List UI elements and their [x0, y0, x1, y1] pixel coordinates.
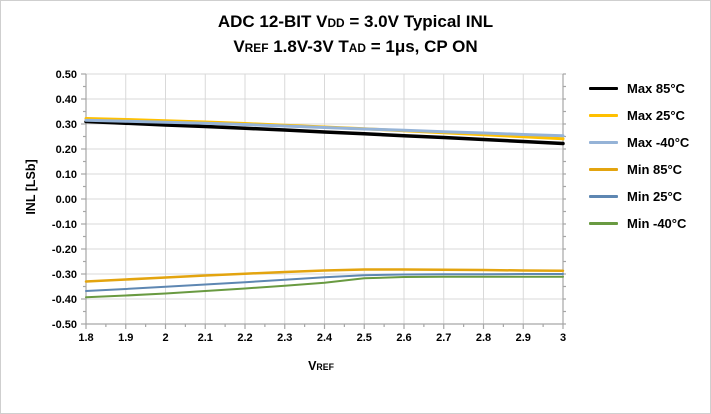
- y-tick-label: -0.50: [52, 319, 77, 331]
- y-tick-label: -0.20: [52, 244, 77, 256]
- x-tick-label: 2: [162, 332, 168, 344]
- x-tick-label: 2.9: [516, 332, 531, 344]
- legend-item: Min -40°C: [589, 215, 689, 232]
- legend-label: Min 85°C: [627, 162, 683, 177]
- legend-swatch: [589, 195, 618, 198]
- x-tick-label: 3: [560, 332, 566, 344]
- legend-swatch: [589, 222, 618, 225]
- chart-title-line1: ADC 12-BIT VDD = 3.0V Typical INL: [217, 12, 494, 31]
- y-tick-label: 0.40: [56, 94, 77, 106]
- legend-label: Min -40°C: [627, 216, 687, 231]
- y-axis-title: INL [LSb]: [24, 159, 38, 215]
- x-tick-label: 2.4: [317, 332, 333, 344]
- y-tick-label: 0.10: [56, 169, 77, 181]
- legend-label: Max 85°C: [627, 81, 685, 96]
- chart-title-line2: VREF 1.8V-3V TAD = 1μs, CP ON: [233, 37, 478, 56]
- legend-item: Max 25°C: [589, 107, 689, 124]
- x-tick-label: 1.9: [118, 332, 133, 344]
- legend-item: Max -40°C: [589, 134, 689, 151]
- series-line-4: [84, 268, 565, 283]
- x-tick-label: 2.1: [198, 332, 213, 344]
- y-tick-label: 0.30: [56, 119, 77, 131]
- y-tick-label: 0.20: [56, 144, 77, 156]
- chart-title: ADC 12-BIT VDD = 3.0V Typical INL VREF 1…: [1, 10, 710, 60]
- legend-swatch: [589, 86, 618, 91]
- legend-label: Min 25°C: [627, 189, 683, 204]
- y-tick-label: 0.00: [56, 194, 77, 206]
- x-axis-title: VREF: [308, 359, 334, 373]
- x-tick-label: 2.8: [476, 332, 491, 344]
- legend: Max 85°C Max 25°C Max -40°C Min 85°C Min 25°…: [589, 80, 689, 232]
- y-tick-label: 0.50: [56, 69, 77, 81]
- legend-label: Max -40°C: [627, 135, 690, 150]
- series-line-5: [85, 273, 564, 292]
- series-line-3: [84, 118, 565, 138]
- y-tick-label: -0.30: [52, 269, 77, 281]
- x-tick-label: 2.3: [277, 332, 292, 344]
- series-line-6: [85, 275, 564, 299]
- y-tick-label: -0.10: [52, 219, 77, 231]
- x-tick-label: 2.7: [436, 332, 451, 344]
- legend-item: Min 85°C: [589, 161, 689, 178]
- legend-swatch: [589, 114, 618, 117]
- x-tick-label: 2.2: [237, 332, 252, 344]
- x-tick-label: 1.8: [78, 332, 93, 344]
- legend-label: Max 25°C: [627, 108, 685, 123]
- x-tick-label: 2.5: [357, 332, 372, 344]
- legend-swatch: [589, 141, 618, 144]
- series-line-1: [84, 119, 565, 146]
- x-tick-label: 2.6: [396, 332, 411, 344]
- legend-swatch: [589, 168, 618, 171]
- legend-item: Min 25°C: [589, 188, 689, 205]
- y-tick-label: -0.40: [52, 294, 77, 306]
- legend-item: Max 85°C: [589, 80, 689, 97]
